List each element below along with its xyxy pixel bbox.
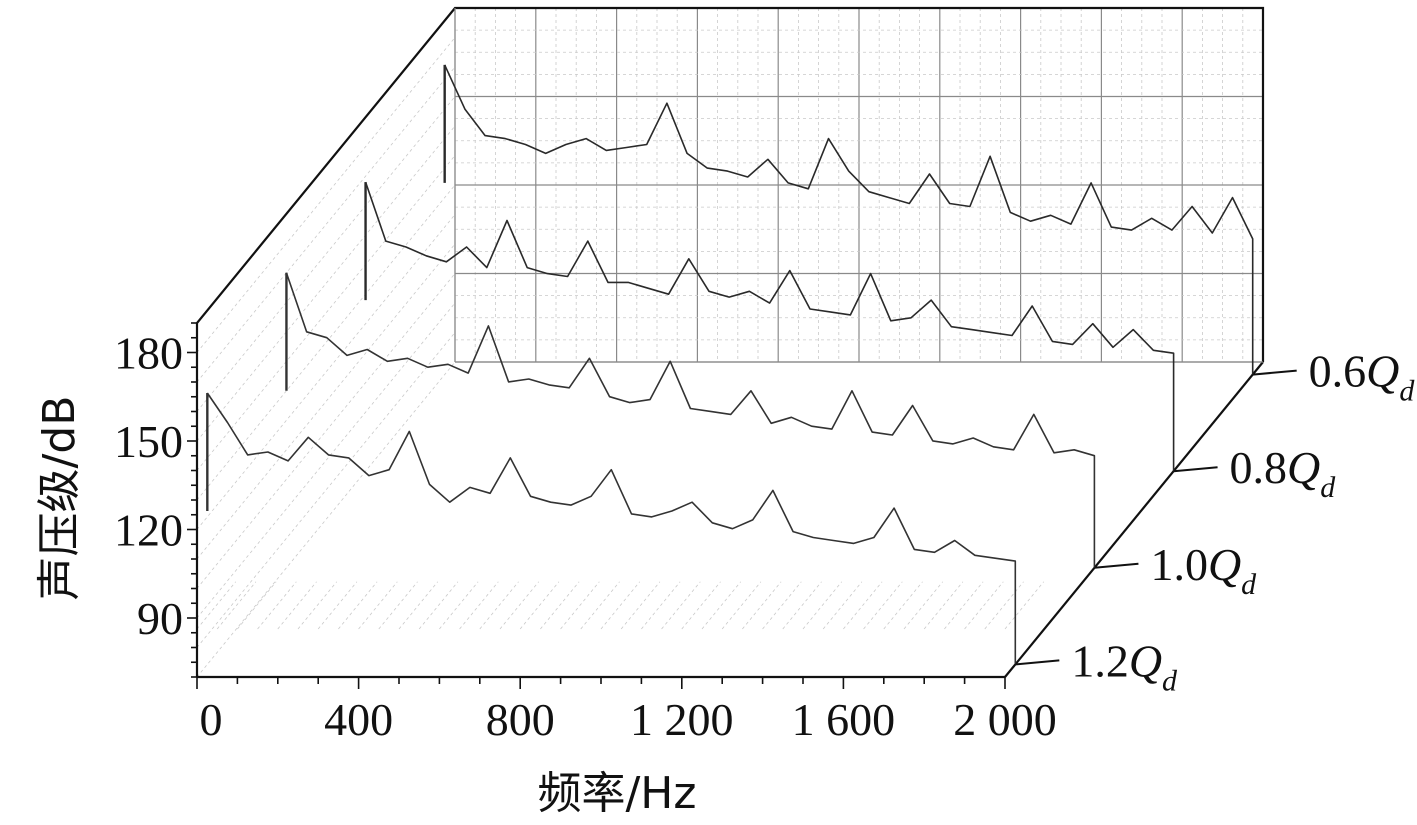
series-label-leader	[1015, 659, 1060, 666]
floor-gridline	[317, 581, 358, 630]
side-wall-gridline	[196, 302, 456, 619]
side-wall-gridline	[196, 66, 456, 383]
floor-gridline	[944, 581, 984, 630]
floor-gridline	[964, 581, 1004, 630]
floor-gridline	[196, 581, 237, 630]
floor-gridline	[843, 581, 883, 630]
floor-gridline	[782, 581, 822, 630]
y-tick-label: 120	[114, 505, 183, 556]
floor-gridline	[863, 581, 903, 630]
floor-gridline	[216, 581, 257, 630]
series-trace	[443, 64, 1254, 375]
floor-gridline	[923, 581, 964, 630]
floor-gridline	[459, 581, 499, 630]
floor-gridline	[338, 581, 378, 630]
side-wall-gridline	[196, 243, 456, 560]
series-trace	[364, 181, 1175, 472]
series-label: 0.6Qd	[1309, 346, 1416, 408]
floor-gridline	[721, 581, 762, 630]
x-tick-label: 800	[486, 694, 555, 745]
x-tick-label: 0	[200, 694, 223, 745]
floor-gridline	[418, 581, 459, 630]
series-label: 1.0Qd	[1150, 539, 1257, 601]
tick-marks	[187, 322, 1006, 689]
series-trace	[206, 392, 1017, 665]
floor-gridline	[661, 581, 701, 630]
side-wall-gridline	[196, 361, 456, 678]
x-axis-title: 频率/Hz	[537, 768, 696, 819]
tick-labels: 0 400 800 1 200 1 600 2 000 90 120 150 180	[114, 328, 1057, 746]
chart-grid	[196, 7, 1264, 678]
side-wall-gridline	[196, 184, 456, 501]
side-wall-gridline	[196, 273, 456, 589]
floor-gridline	[519, 581, 560, 630]
floor-gridline	[439, 581, 479, 630]
series-label-leader	[1252, 369, 1297, 376]
x-tick-label: 1 200	[630, 694, 734, 745]
floor-gridline	[883, 581, 923, 630]
side-wall-gridline	[196, 96, 456, 412]
floor-gridline	[560, 581, 600, 630]
floor-gridline	[822, 581, 863, 630]
floor-gridline	[903, 581, 944, 630]
y-tick-label: 150	[114, 416, 183, 467]
floor-gridline	[600, 581, 641, 630]
floor-gridline	[237, 581, 277, 630]
floor-gridline	[742, 581, 782, 630]
floor-gridline	[762, 581, 802, 630]
y-axis-title: 声压级/dB	[34, 396, 85, 601]
floor-gridline	[641, 581, 681, 630]
x-tick-label: 1 600	[792, 694, 896, 745]
y-tick-label: 180	[114, 328, 183, 379]
floor-gridline	[257, 581, 297, 630]
floor-gridline	[499, 581, 540, 630]
side-wall-gridline	[196, 214, 456, 530]
floor-gridline	[378, 581, 418, 630]
y-tick-label: 90	[137, 593, 183, 644]
floor-gridline	[984, 581, 1024, 630]
floor-gridline	[802, 581, 843, 630]
floor-gridline	[277, 581, 317, 630]
floor-gridline	[681, 581, 721, 630]
floor-gridline	[701, 581, 742, 630]
floor-gridline	[540, 581, 580, 630]
floor-gridline	[358, 581, 398, 630]
floor-gridline	[620, 581, 661, 630]
series-labels: 0.6Qd 0.8Qd 1.0Qd 1.2Qd	[1015, 346, 1416, 697]
floor-gridline	[398, 581, 439, 630]
series-trace	[285, 272, 1096, 568]
depth-axis-line	[1004, 361, 1264, 678]
frame-outline	[195, 6, 1265, 677]
series-traces	[206, 64, 1254, 665]
floor-gridline	[479, 581, 519, 630]
side-wall-gridline	[196, 125, 456, 442]
side-wall-gridline	[196, 37, 456, 353]
floor-gridline	[297, 581, 338, 630]
x-tick-label: 400	[324, 694, 393, 745]
side-wall-gridline	[196, 332, 456, 648]
chart-frame	[195, 6, 1265, 679]
x-tick-label: 2 000	[953, 694, 1057, 745]
series-label: 0.8Qd	[1230, 442, 1337, 504]
series-label-leader	[1094, 562, 1139, 569]
side-wall-gridline	[196, 155, 456, 471]
floor-gridline	[580, 581, 620, 630]
series-label: 1.2Qd	[1071, 635, 1178, 697]
series-label-leader	[1173, 466, 1218, 473]
floor-gridline	[1004, 581, 1045, 630]
